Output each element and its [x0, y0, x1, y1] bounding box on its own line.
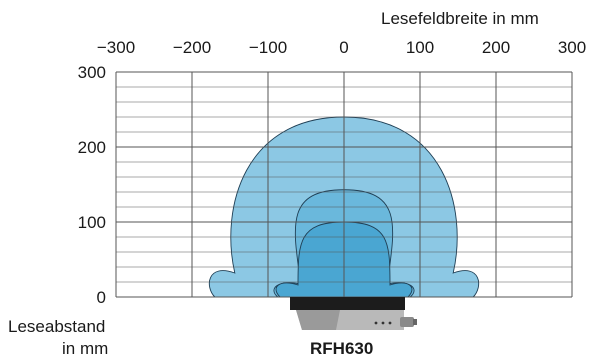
x-tick-label: 100	[405, 38, 435, 57]
y-tick-label: 100	[77, 213, 106, 232]
rfh630-device-icon	[290, 297, 417, 330]
x-tick-label: 200	[481, 38, 511, 57]
y-tick-label: 300	[77, 63, 106, 82]
x-tick-label: −100	[248, 38, 288, 57]
x-tick-label: 300	[557, 38, 587, 57]
device-connector	[400, 317, 414, 327]
y-axis-title-line1: Leseabstand	[8, 317, 106, 336]
device-antenna-plate	[290, 297, 405, 310]
y-axis-title-line2: in mm	[62, 339, 109, 358]
x-axis-title: Lesefeldbreite in mm	[381, 9, 539, 28]
y-tick-label: 0	[96, 288, 106, 307]
y-tick-label: 200	[77, 138, 106, 157]
x-tick-label: −200	[172, 38, 212, 57]
grid	[115, 71, 573, 298]
x-tick-label: 0	[339, 38, 349, 57]
device-label: RFH630	[310, 339, 374, 358]
x-tick-label: −300	[96, 38, 136, 57]
device-body-shade	[296, 310, 340, 330]
